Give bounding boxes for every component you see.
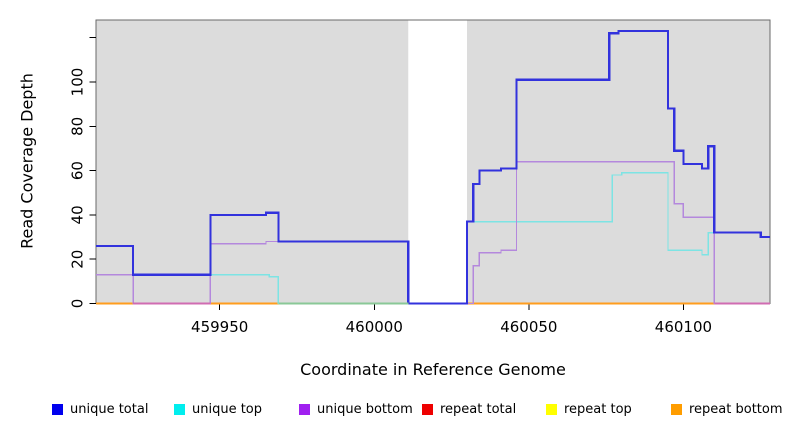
legend-item-repeat-top: repeat top: [546, 401, 632, 417]
repeat-top-swatch-icon: [546, 403, 557, 415]
y-tick-label: 0: [68, 299, 86, 309]
x-axis-title: Coordinate in Reference Genome: [300, 360, 566, 379]
y-tick-label: 100: [68, 68, 86, 97]
legend-item-repeat-total: repeat total: [422, 401, 517, 417]
unique-total-swatch-icon: [52, 403, 63, 415]
series-unique-total: [96, 29, 770, 305]
y-axis-title: Read Coverage Depth: [17, 73, 37, 249]
legend-item-unique-total: unique total: [52, 401, 149, 417]
y-axis: 0 20 40 60 80 100: [68, 37, 96, 309]
y-tick-label: 40: [68, 205, 86, 224]
legend-label: unique bottom: [317, 401, 413, 417]
legend-label: repeat bottom: [689, 401, 783, 417]
legend-label: repeat top: [564, 401, 632, 417]
x-tick-label: 460000: [346, 318, 403, 336]
masked-region: [408, 20, 468, 304]
legend-label: unique top: [192, 401, 263, 417]
x-tick-label: 460050: [500, 318, 557, 336]
unique-top-swatch-icon: [174, 403, 185, 415]
legend-item-repeat-bottom: repeat bottom: [671, 401, 783, 417]
y-tick-label: 80: [68, 117, 86, 136]
y-tick-label: 60: [68, 161, 86, 180]
x-tick-label: 460100: [655, 318, 712, 336]
x-axis: 459950 460000 460050 460100: [191, 303, 712, 336]
repeat-total-swatch-icon: [422, 403, 433, 415]
legend-item-unique-bottom: unique bottom: [299, 401, 413, 417]
legend-label: unique total: [70, 401, 149, 417]
unique-bottom-swatch-icon: [299, 403, 310, 415]
x-tick-label: 459950: [191, 318, 248, 336]
y-tick-label: 20: [68, 250, 86, 269]
repeat-bottom-swatch-icon: [671, 403, 682, 415]
legend-item-unique-top: unique top: [174, 401, 263, 417]
legend-label: repeat total: [440, 401, 517, 417]
series-unique-top: [96, 172, 770, 305]
